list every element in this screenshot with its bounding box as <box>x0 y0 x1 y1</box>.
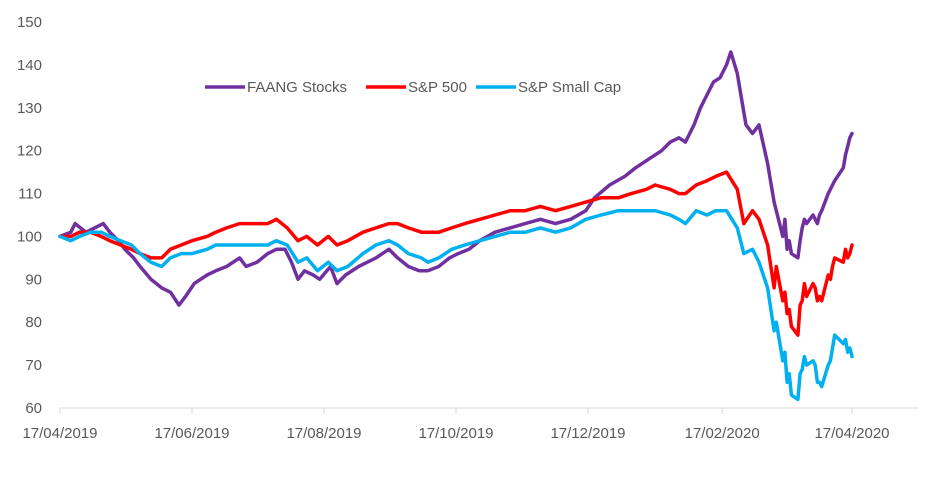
y-tick-label: 140 <box>17 57 42 74</box>
legend-label-faang-stocks: FAANG Stocks <box>247 79 347 96</box>
series-line-sandp-small-cap <box>58 208 854 402</box>
y-tick-label: 60 <box>25 400 42 417</box>
y-tick-label: 130 <box>17 100 42 117</box>
x-tick-label: 17/06/2019 <box>154 425 229 442</box>
y-tick-label: 150 <box>17 14 42 31</box>
legend-label-sandp-500: S&P 500 <box>408 79 467 96</box>
x-tick-label: 17/10/2019 <box>418 425 493 442</box>
y-tick-label: 110 <box>18 186 42 203</box>
y-tick-label: 70 <box>25 357 42 374</box>
y-tick-label: 120 <box>17 143 42 160</box>
y-tick-label: 80 <box>25 314 42 331</box>
y-tick-label: 100 <box>17 228 42 245</box>
y-tick-label: 90 <box>25 271 42 288</box>
x-tick-label: 17/12/2019 <box>550 425 625 442</box>
legend-label-sandp-small-cap: S&P Small Cap <box>518 79 621 96</box>
y-axis-ticks: 60 70 80 90 100 110 120 130 140 150 <box>17 14 42 417</box>
x-tick-label: 17/02/2020 <box>685 425 760 442</box>
series-line-faang-stocks <box>58 50 854 307</box>
x-tick-label: 17/04/2019 <box>22 425 97 442</box>
legend: FAANG Stocks S&P 500 S&P Small Cap <box>205 79 621 96</box>
x-tick-label: 17/08/2019 <box>286 425 361 442</box>
x-tick-label: 17/04/2020 <box>814 425 889 442</box>
x-axis: 17/04/2019 17/06/2019 17/08/2019 17/10/2019… <box>22 407 918 442</box>
series-lines <box>58 50 854 402</box>
series-line-sandp-500 <box>58 170 854 337</box>
